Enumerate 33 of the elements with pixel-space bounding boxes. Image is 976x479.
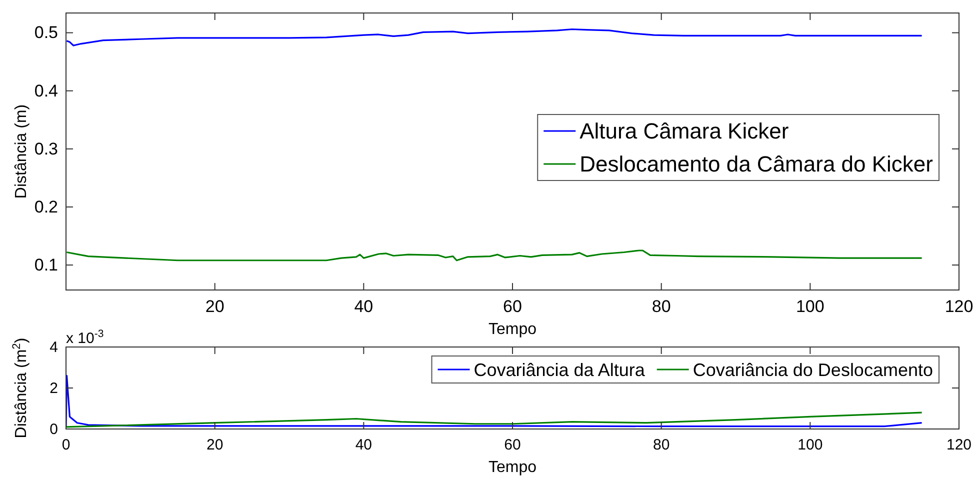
y-tick-label: 0.1 [34,255,58,274]
y-tick-label: 2 [50,380,58,397]
x-tick-label: 60 [504,436,521,454]
x-tick-label: 80 [652,297,671,316]
annotation: x 10$^{-3}$ [66,328,104,347]
x-tick-label: 80 [652,436,670,454]
y-tick-label: 0 [50,420,58,438]
x-tick-label: 40 [354,297,374,316]
y-tick-label: 0.4 [34,81,58,100]
x-axis-title: Tempo [488,459,537,476]
line-series [66,412,923,428]
legend-label: Covariância da Altura [474,360,646,380]
x-tick-label: 100 [798,436,823,454]
y-tick-label: 0.3 [34,139,58,158]
legend-label: Altura Câmara Kicker [580,118,789,144]
x-tick-label: 20 [205,297,224,316]
x-axis-title: Tempo [488,321,537,338]
x-tick-label: 100 [796,297,824,316]
line-series [66,28,923,46]
line-series [66,250,923,262]
x-tick-label: 0 [62,436,70,454]
y-tick-label: 4 [50,338,58,356]
x-tick-label: 120 [946,436,972,454]
line-series [66,374,923,428]
y-tick-label: 0.5 [34,23,58,42]
x-tick-label: 60 [503,297,522,316]
x-tick-label: 40 [355,436,372,454]
y-tick-label: 0.2 [34,197,58,216]
legend-label: Covariância do Deslocamento [692,360,933,380]
x-tick-label: 120 [944,297,974,316]
y-axis-title: Distância (m) [13,104,30,199]
x-tick-label: 20 [206,436,224,454]
legend-label: Deslocamento da Câmara do Kicker [580,152,933,177]
